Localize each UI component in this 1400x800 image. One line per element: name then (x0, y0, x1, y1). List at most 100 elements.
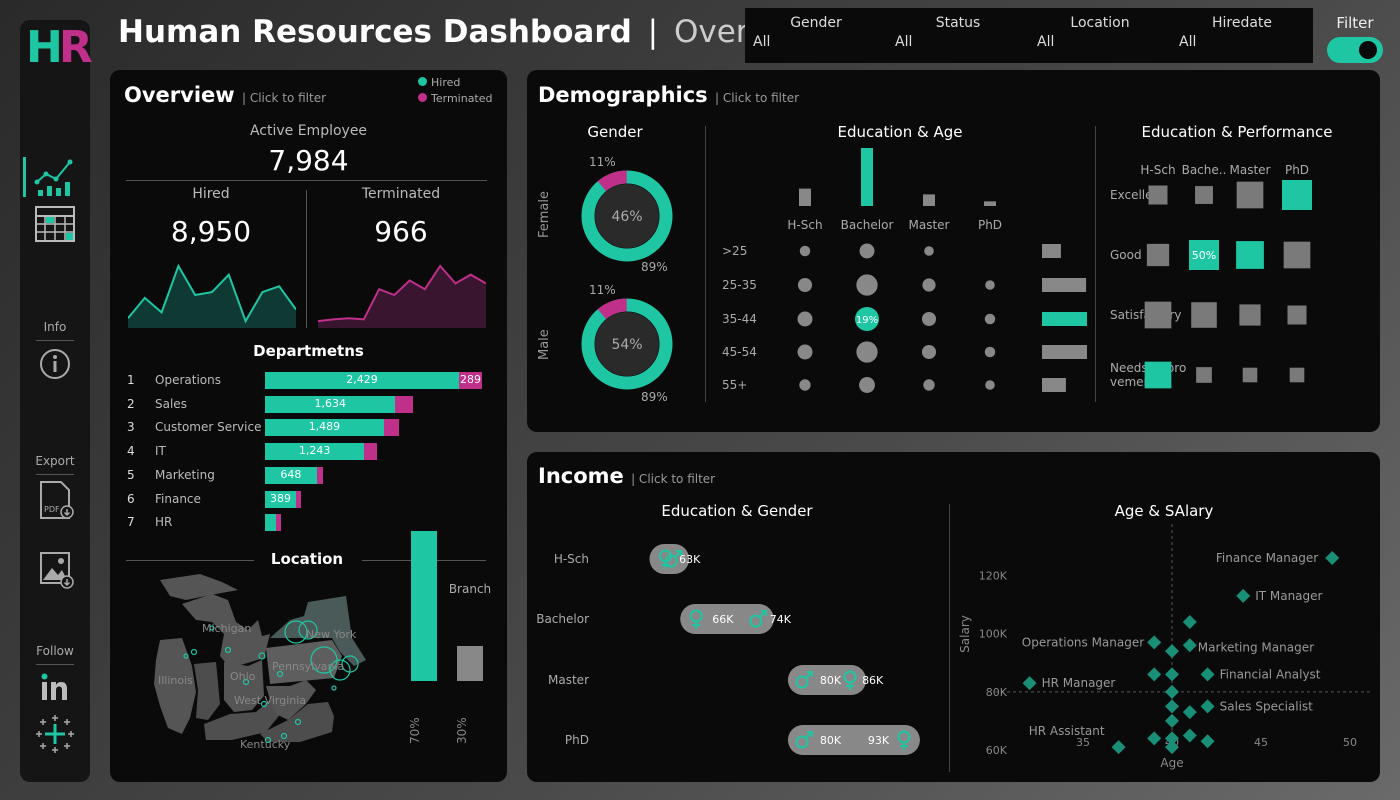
department-hired-bar[interactable] (265, 490, 297, 508)
department-row[interactable]: 7 HR (110, 512, 507, 532)
filter-bar: Gender All Status All Location All Hired… (745, 8, 1313, 63)
map-region-ohio[interactable] (224, 660, 264, 712)
male-axis-label: Male (537, 329, 552, 360)
female-donut[interactable]: 46% (577, 166, 677, 266)
map-region-illinois[interactable] (154, 638, 196, 734)
hq-bar[interactable] (411, 531, 437, 681)
edu-gender-chart[interactable]: H-Sch 63K Bachelor 66K 74K Master 80K 86K PhD 80K… (527, 527, 942, 777)
department-terminated-bar[interactable] (383, 419, 400, 437)
male-icon (664, 554, 678, 568)
department-terminated-bar[interactable] (276, 514, 282, 532)
role-label: HR Manager (1042, 676, 1116, 690)
follow-divider (36, 664, 74, 665)
age-salary-chart[interactable]: 35404550120K100K80K60KAgeSalaryFinance M… (955, 524, 1375, 779)
nav-table-icon[interactable] (35, 206, 75, 246)
department-row[interactable]: 4 IT 1,243 (110, 441, 507, 461)
filter-hiredate[interactable]: Hiredate All (1179, 15, 1273, 50)
tableau-icon[interactable] (35, 714, 75, 758)
role-label: HR Assistant (1029, 724, 1105, 738)
filter-gender[interactable]: Gender All (753, 15, 842, 50)
legend-terminated[interactable]: Terminated (418, 92, 493, 105)
map-label-pennsylvania: Pennsylvania (272, 660, 344, 673)
hr-logo: HR (26, 22, 93, 73)
terminated-trend-sparkline[interactable] (318, 260, 486, 328)
department-row[interactable]: 3 Customer Service 1,489 (110, 417, 507, 437)
salary-point (1325, 551, 1340, 565)
department-hired-bar[interactable] (265, 443, 365, 461)
department-row[interactable]: 6 Finance 389 (110, 489, 507, 509)
edu-age-chart[interactable]: H-Sch Bachelor Master PhD >25 25-35 35-44 19% 45… (712, 145, 1087, 405)
perf-square (1287, 305, 1307, 325)
perf-square (1144, 361, 1172, 389)
department-terminated-bar[interactable] (395, 395, 414, 413)
department-terminated-bar[interactable] (458, 372, 482, 389)
perf-square (1239, 304, 1261, 326)
income-divider (949, 504, 950, 772)
age-edu-dot (856, 274, 878, 296)
nav-overview-icon[interactable] (34, 154, 76, 202)
department-rank: 3 (127, 420, 135, 435)
perf-square (1195, 186, 1213, 204)
male-donut[interactable]: 54% (577, 294, 677, 394)
y-tick-label: 120K (979, 569, 1008, 582)
svg-text:PDF: PDF (44, 505, 60, 514)
filter-toggle[interactable] (1327, 37, 1383, 63)
edu-total-bar-h-sch (799, 188, 811, 206)
age-edu-dot (984, 313, 996, 325)
department-row[interactable]: 1 Operations 2,429 289 (110, 370, 507, 390)
map-region-michigan[interactable] (182, 594, 270, 668)
edu-perf-title: Education & Performance (1141, 123, 1333, 141)
perf-highlight-label: 50% (1192, 249, 1216, 262)
info-icon[interactable] (39, 348, 71, 384)
demographics-card: Demographics | Click to filter Gender Fe… (527, 70, 1380, 432)
export-pdf-icon[interactable]: PDF (39, 480, 75, 524)
sidebar: HR Info Export PDF Follow (20, 20, 93, 782)
salary-point (1182, 728, 1197, 743)
department-hired-bar[interactable] (265, 466, 317, 484)
edu-level-label: H-Sch (787, 218, 822, 232)
map-region-indiana[interactable] (194, 662, 220, 720)
linkedin-icon[interactable] (40, 672, 70, 706)
map-region-kentucky[interactable] (204, 700, 282, 740)
edu-level-label: Master (909, 218, 950, 232)
map-region-west-virginia[interactable] (266, 680, 316, 720)
age-edu-dot (984, 346, 996, 358)
department-name: Operations (155, 373, 221, 387)
filter-status[interactable]: Status All (895, 15, 981, 50)
departments-list: 1 Operations 2,429 289 2 Sales 1,634 3 Customer … (110, 370, 507, 540)
perf-square (1191, 302, 1217, 328)
income-label: 63K (679, 553, 701, 566)
department-terminated-bar[interactable] (296, 490, 302, 508)
branch-pct-label: 30% (455, 717, 469, 744)
perf-row-label: Good (1110, 248, 1142, 262)
department-row[interactable]: 2 Sales 1,634 (110, 394, 507, 414)
age-total-bar (1042, 378, 1066, 392)
location-map[interactable]: Michigan New York Pennsylvania Ohio Illi… (120, 572, 392, 762)
salary-point (1182, 615, 1197, 629)
info-label: Info (43, 320, 67, 334)
edu-perf-chart[interactable]: H-SchBache..MasterPhDExcellentGood50%Sat… (1102, 145, 1372, 415)
income-title: Income | Click to filter (538, 464, 716, 488)
map-region-virginia[interactable] (260, 702, 334, 742)
terminated-value: 966 (374, 215, 428, 248)
branch-bar[interactable] (457, 645, 483, 681)
terminated-trend-line (318, 264, 486, 323)
department-hired-bar[interactable] (265, 514, 277, 532)
department-row[interactable]: 5 Marketing 648 (110, 465, 507, 485)
legend-hired[interactable]: Hired (418, 76, 460, 89)
x-axis-label: Age (1160, 756, 1183, 770)
filter-location[interactable]: Location All (1037, 15, 1130, 50)
department-hired-bar[interactable] (265, 395, 396, 413)
department-hired-bar[interactable] (265, 419, 384, 437)
salary-point (1200, 667, 1215, 682)
salary-point (1147, 667, 1162, 682)
map-region-new-york[interactable] (270, 596, 366, 666)
department-hired-bar[interactable] (265, 372, 459, 389)
department-terminated-bar[interactable] (364, 443, 377, 461)
department-terminated-bar[interactable] (316, 466, 324, 484)
department-rank: 5 (127, 467, 135, 482)
export-image-icon[interactable] (39, 550, 75, 594)
map-region-upper-michigan[interactable] (160, 574, 238, 600)
hired-trend-sparkline[interactable] (128, 260, 296, 328)
department-hired-value: 1,634 (314, 396, 346, 410)
